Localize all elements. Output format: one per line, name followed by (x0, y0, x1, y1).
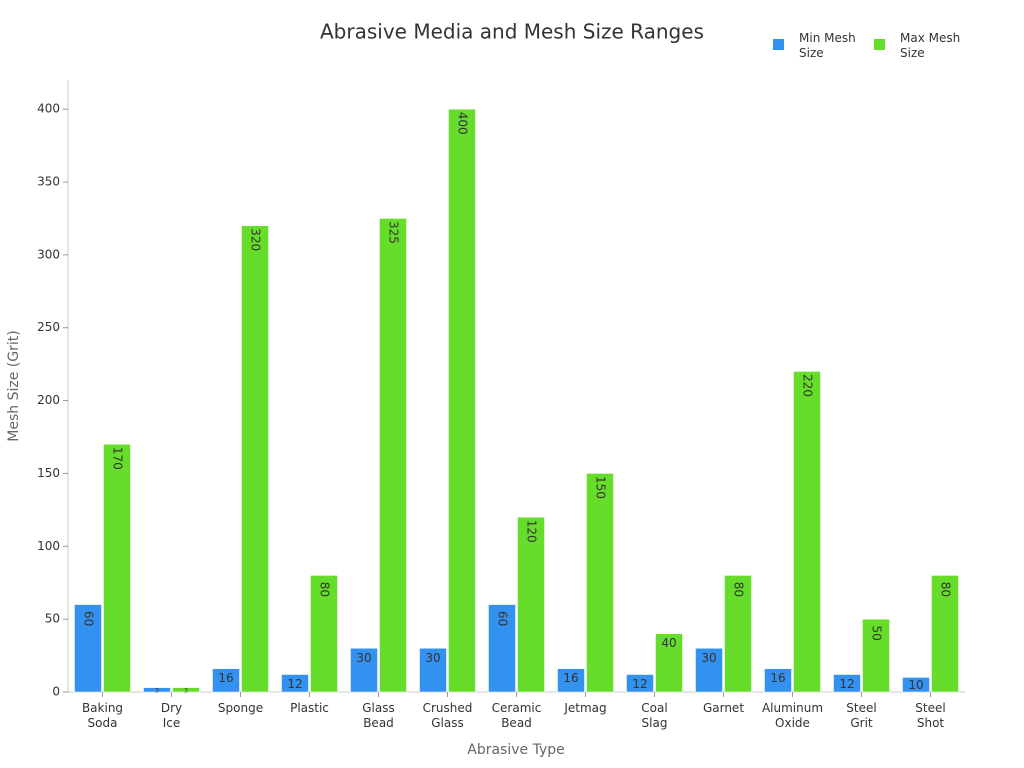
y-tick-label: 100 (37, 539, 60, 553)
bar (281, 674, 309, 693)
x-tick-label: Crushed Glass (423, 701, 473, 730)
x-tick-label: Dry Ice (161, 701, 182, 730)
data-label: 30 (701, 651, 716, 665)
data-label: 400 (456, 112, 470, 135)
bar (931, 575, 959, 693)
x-tick-label: Garnet (703, 701, 744, 715)
data-label: 3 (155, 687, 159, 694)
y-tick-label: 0 (52, 685, 60, 699)
data-label: 30 (356, 651, 371, 665)
y-tick-label: 150 (37, 466, 60, 480)
x-tick-label: Baking Soda (82, 701, 123, 730)
bar (557, 668, 585, 693)
data-label: 120 (525, 520, 539, 543)
bar (419, 648, 447, 693)
data-label: 60 (82, 611, 96, 626)
bar (626, 674, 654, 693)
data-label: 150 (594, 476, 608, 499)
bar (586, 473, 614, 693)
bar (695, 648, 723, 693)
y-tick-label: 50 (45, 612, 60, 626)
x-tick-label: Sponge (218, 701, 263, 715)
data-label: 60 (496, 611, 510, 626)
bar (103, 444, 131, 693)
legend-label: Max Mesh Size (900, 31, 960, 60)
data-label: 80 (732, 582, 746, 597)
bar (448, 108, 476, 693)
bar (241, 225, 269, 693)
data-label: 40 (661, 636, 676, 650)
bar (764, 668, 792, 693)
bar (862, 618, 890, 693)
y-tick-label: 250 (37, 320, 60, 334)
x-tick-label: Plastic (290, 701, 329, 715)
legend-swatch (874, 39, 885, 50)
bar (517, 516, 545, 693)
bar (172, 687, 200, 693)
x-tick-label: Coal Slag (641, 701, 667, 730)
bar (793, 371, 821, 693)
x-tick-label: Aluminum Oxide (762, 701, 823, 730)
legend-label: Min Mesh Size (799, 31, 856, 60)
data-label: 220 (801, 374, 815, 397)
bar (74, 604, 102, 693)
y-axis-title: Mesh Size (Grit) (6, 330, 22, 441)
data-label: 325 (387, 221, 401, 244)
data-label: 12 (839, 677, 854, 691)
x-tick-label: Steel Shot (915, 701, 945, 730)
x-tick-label: Ceramic Bead (492, 701, 542, 730)
bar (310, 575, 338, 693)
bar (350, 648, 378, 693)
data-label: 80 (318, 582, 332, 597)
data-label: 50 (870, 626, 884, 641)
bar (143, 687, 171, 693)
data-label: 10 (908, 678, 923, 692)
bar (488, 604, 516, 693)
chart-title: Abrasive Media and Mesh Size Ranges (320, 20, 704, 44)
x-tick-label: Jetmag (563, 701, 606, 715)
data-label: 12 (287, 677, 302, 691)
data-label: 12 (632, 677, 647, 691)
x-tick-label: Steel Grit (846, 701, 876, 730)
data-label: 16 (770, 671, 785, 685)
data-label: 16 (218, 671, 233, 685)
bar (724, 575, 752, 693)
data-label: 3 (184, 687, 188, 694)
y-tick-label: 300 (37, 247, 60, 261)
bar (655, 633, 683, 693)
y-tick-label: 200 (37, 393, 60, 407)
x-tick-label: Glass Bead (362, 701, 395, 730)
y-tick-label: 350 (37, 175, 60, 189)
bar (902, 677, 930, 693)
x-axis-title: Abrasive Type (467, 742, 565, 758)
bar (833, 674, 861, 693)
bar (212, 668, 240, 693)
bar (379, 218, 407, 693)
legend-swatch (773, 39, 784, 50)
data-label: 30 (425, 651, 440, 665)
data-label: 80 (939, 582, 953, 597)
y-tick-label: 400 (37, 102, 60, 116)
data-label: 16 (563, 671, 578, 685)
data-label: 320 (249, 228, 263, 251)
data-label: 170 (111, 447, 125, 470)
